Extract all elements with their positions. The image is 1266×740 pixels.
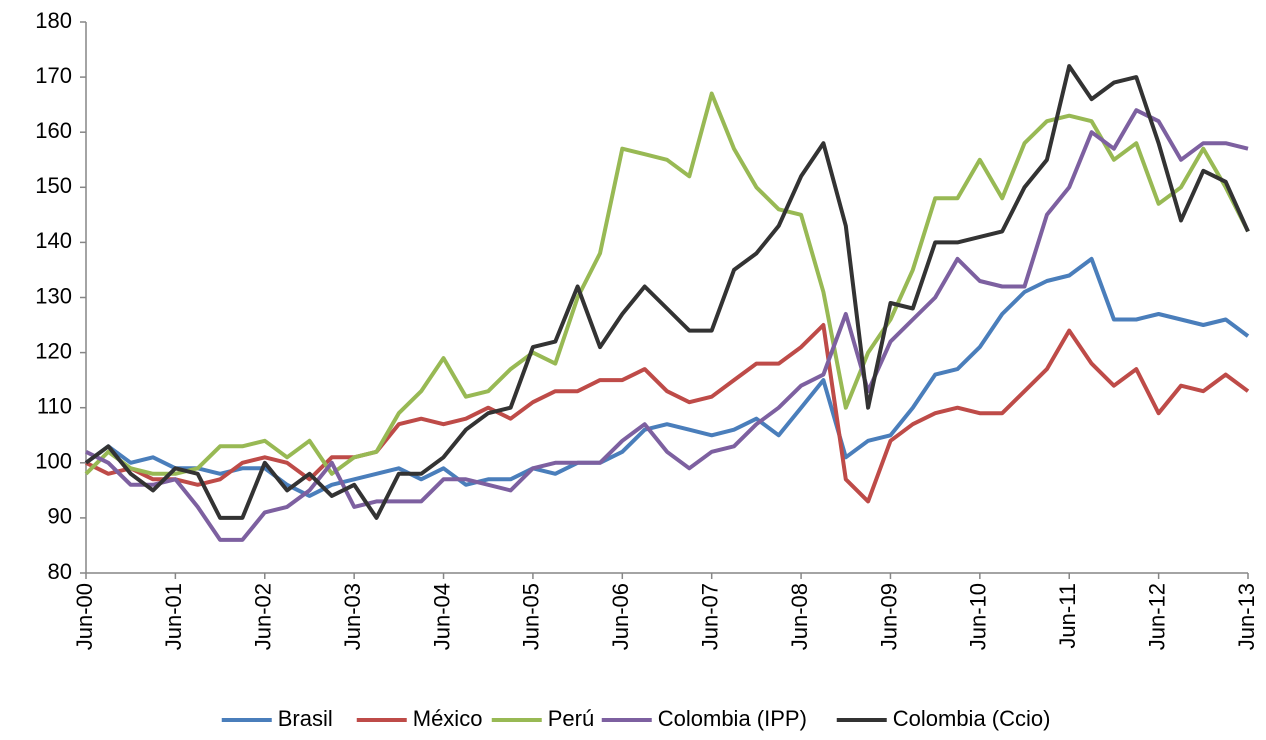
x-tick-label: Jun-03 (340, 583, 365, 650)
x-tick-label: Jun-07 (698, 583, 723, 650)
x-tick-label: Jun-04 (429, 583, 454, 650)
x-tick-label: Jun-09 (876, 583, 901, 650)
legend-label: Colombia (Ccio) (893, 706, 1051, 731)
x-tick-label: Jun-13 (1234, 583, 1259, 650)
y-tick-label: 180 (35, 8, 72, 33)
legend-label: Colombia (IPP) (658, 706, 807, 731)
legend-label: Perú (548, 706, 594, 731)
legend: Brasil México Perú Colombia (IPP) Colombia (… (221, 706, 1051, 731)
series-line (84, 91, 1250, 476)
x-tick-label: Jun-00 (72, 583, 97, 650)
y-tick-label: 100 (35, 449, 72, 474)
y-tick-label: 140 (35, 228, 72, 253)
x-tick-label: Jun-08 (787, 583, 812, 650)
series-line (85, 108, 1249, 542)
x-tick-label: Jun-02 (251, 583, 276, 650)
x-tick-label: Jun-06 (608, 583, 633, 650)
x-tick-label: Jun-11 (1055, 583, 1080, 649)
legend-label: México (413, 706, 483, 731)
y-tick-label: 80 (48, 559, 72, 584)
y-tick-label: 120 (35, 338, 72, 363)
x-tick-label: Jun-12 (1144, 583, 1169, 650)
y-tick-label: 170 (35, 63, 72, 88)
x-tick-label: Jun-01 (161, 583, 186, 650)
y-tick-label: 90 (48, 504, 72, 529)
y-tick-label: 160 (35, 118, 72, 143)
x-tick-label: Jun-05 (519, 583, 544, 650)
y-tick-label: 150 (35, 173, 72, 198)
y-tick-label: 110 (37, 394, 72, 419)
x-tick-label: Jun-10 (966, 583, 991, 650)
series-line (85, 323, 1250, 504)
legend-label: Brasil (278, 706, 333, 731)
y-tick-label: 130 (35, 283, 72, 308)
series-line (84, 64, 1250, 520)
